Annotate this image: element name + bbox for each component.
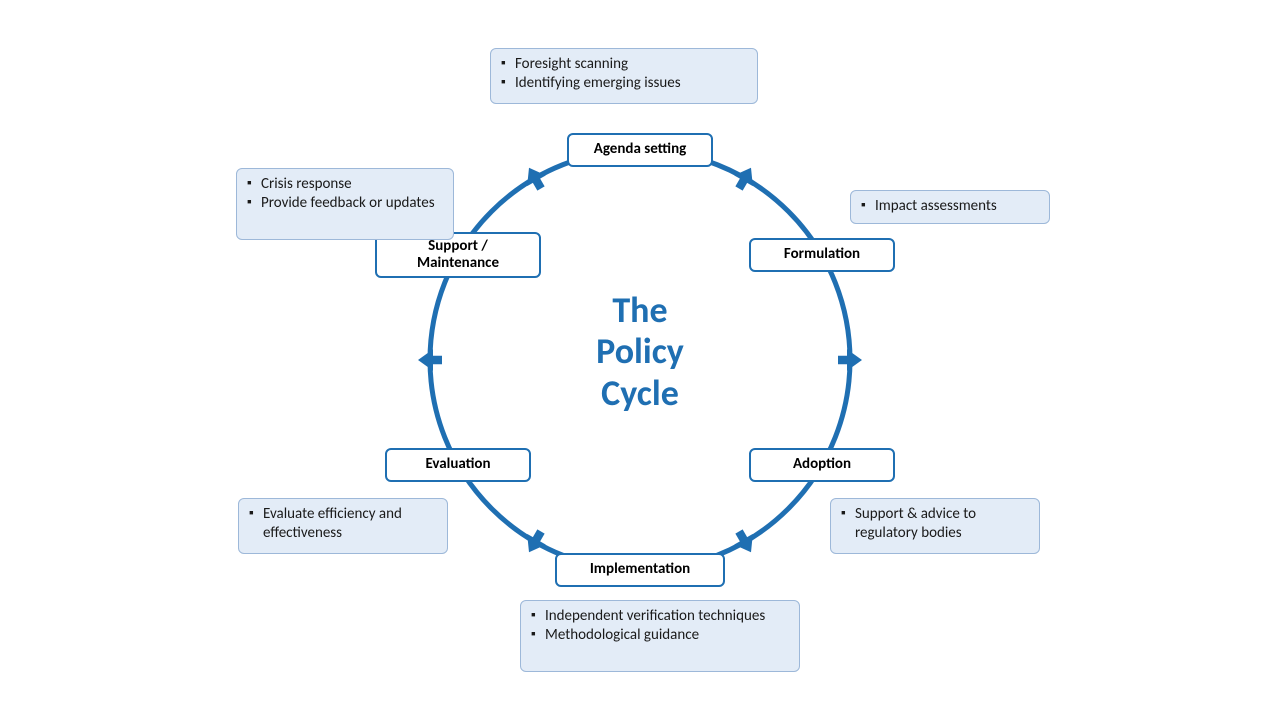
detail-item: Impact assessments <box>861 197 1039 216</box>
stage-agenda: Agenda setting <box>567 133 713 167</box>
detail-evaluation: Evaluate efficiency and effectiveness <box>238 498 448 554</box>
diagram-title: ThePolicyCycle <box>540 290 740 414</box>
detail-adoption: Support & advice to regulatory bodies <box>830 498 1040 554</box>
detail-item: Crisis response <box>247 175 443 194</box>
detail-agenda: Foresight scanningIdentifying emerging i… <box>490 48 758 104</box>
policy-cycle-diagram: ThePolicyCycle Agenda setting Foresight s… <box>0 0 1280 720</box>
detail-item: Identifying emerging issues <box>501 74 747 93</box>
stage-evaluation: Evaluation <box>385 448 531 482</box>
detail-support: Crisis responseProvide feedback or updat… <box>236 168 454 240</box>
detail-item: Evaluate efficiency and effectiveness <box>249 505 437 543</box>
detail-item: Support & advice to regulatory bodies <box>841 505 1029 543</box>
detail-implementation: Independent verification techniquesMetho… <box>520 600 800 672</box>
stage-formulation: Formulation <box>749 238 895 272</box>
detail-item: Provide feedback or updates <box>247 194 443 213</box>
stage-implementation: Implementation <box>555 553 725 587</box>
detail-formulation: Impact assessments <box>850 190 1050 224</box>
detail-item: Independent verification techniques <box>531 607 789 626</box>
detail-item: Methodological guidance <box>531 626 789 645</box>
detail-item: Foresight scanning <box>501 55 747 74</box>
stage-adoption: Adoption <box>749 448 895 482</box>
